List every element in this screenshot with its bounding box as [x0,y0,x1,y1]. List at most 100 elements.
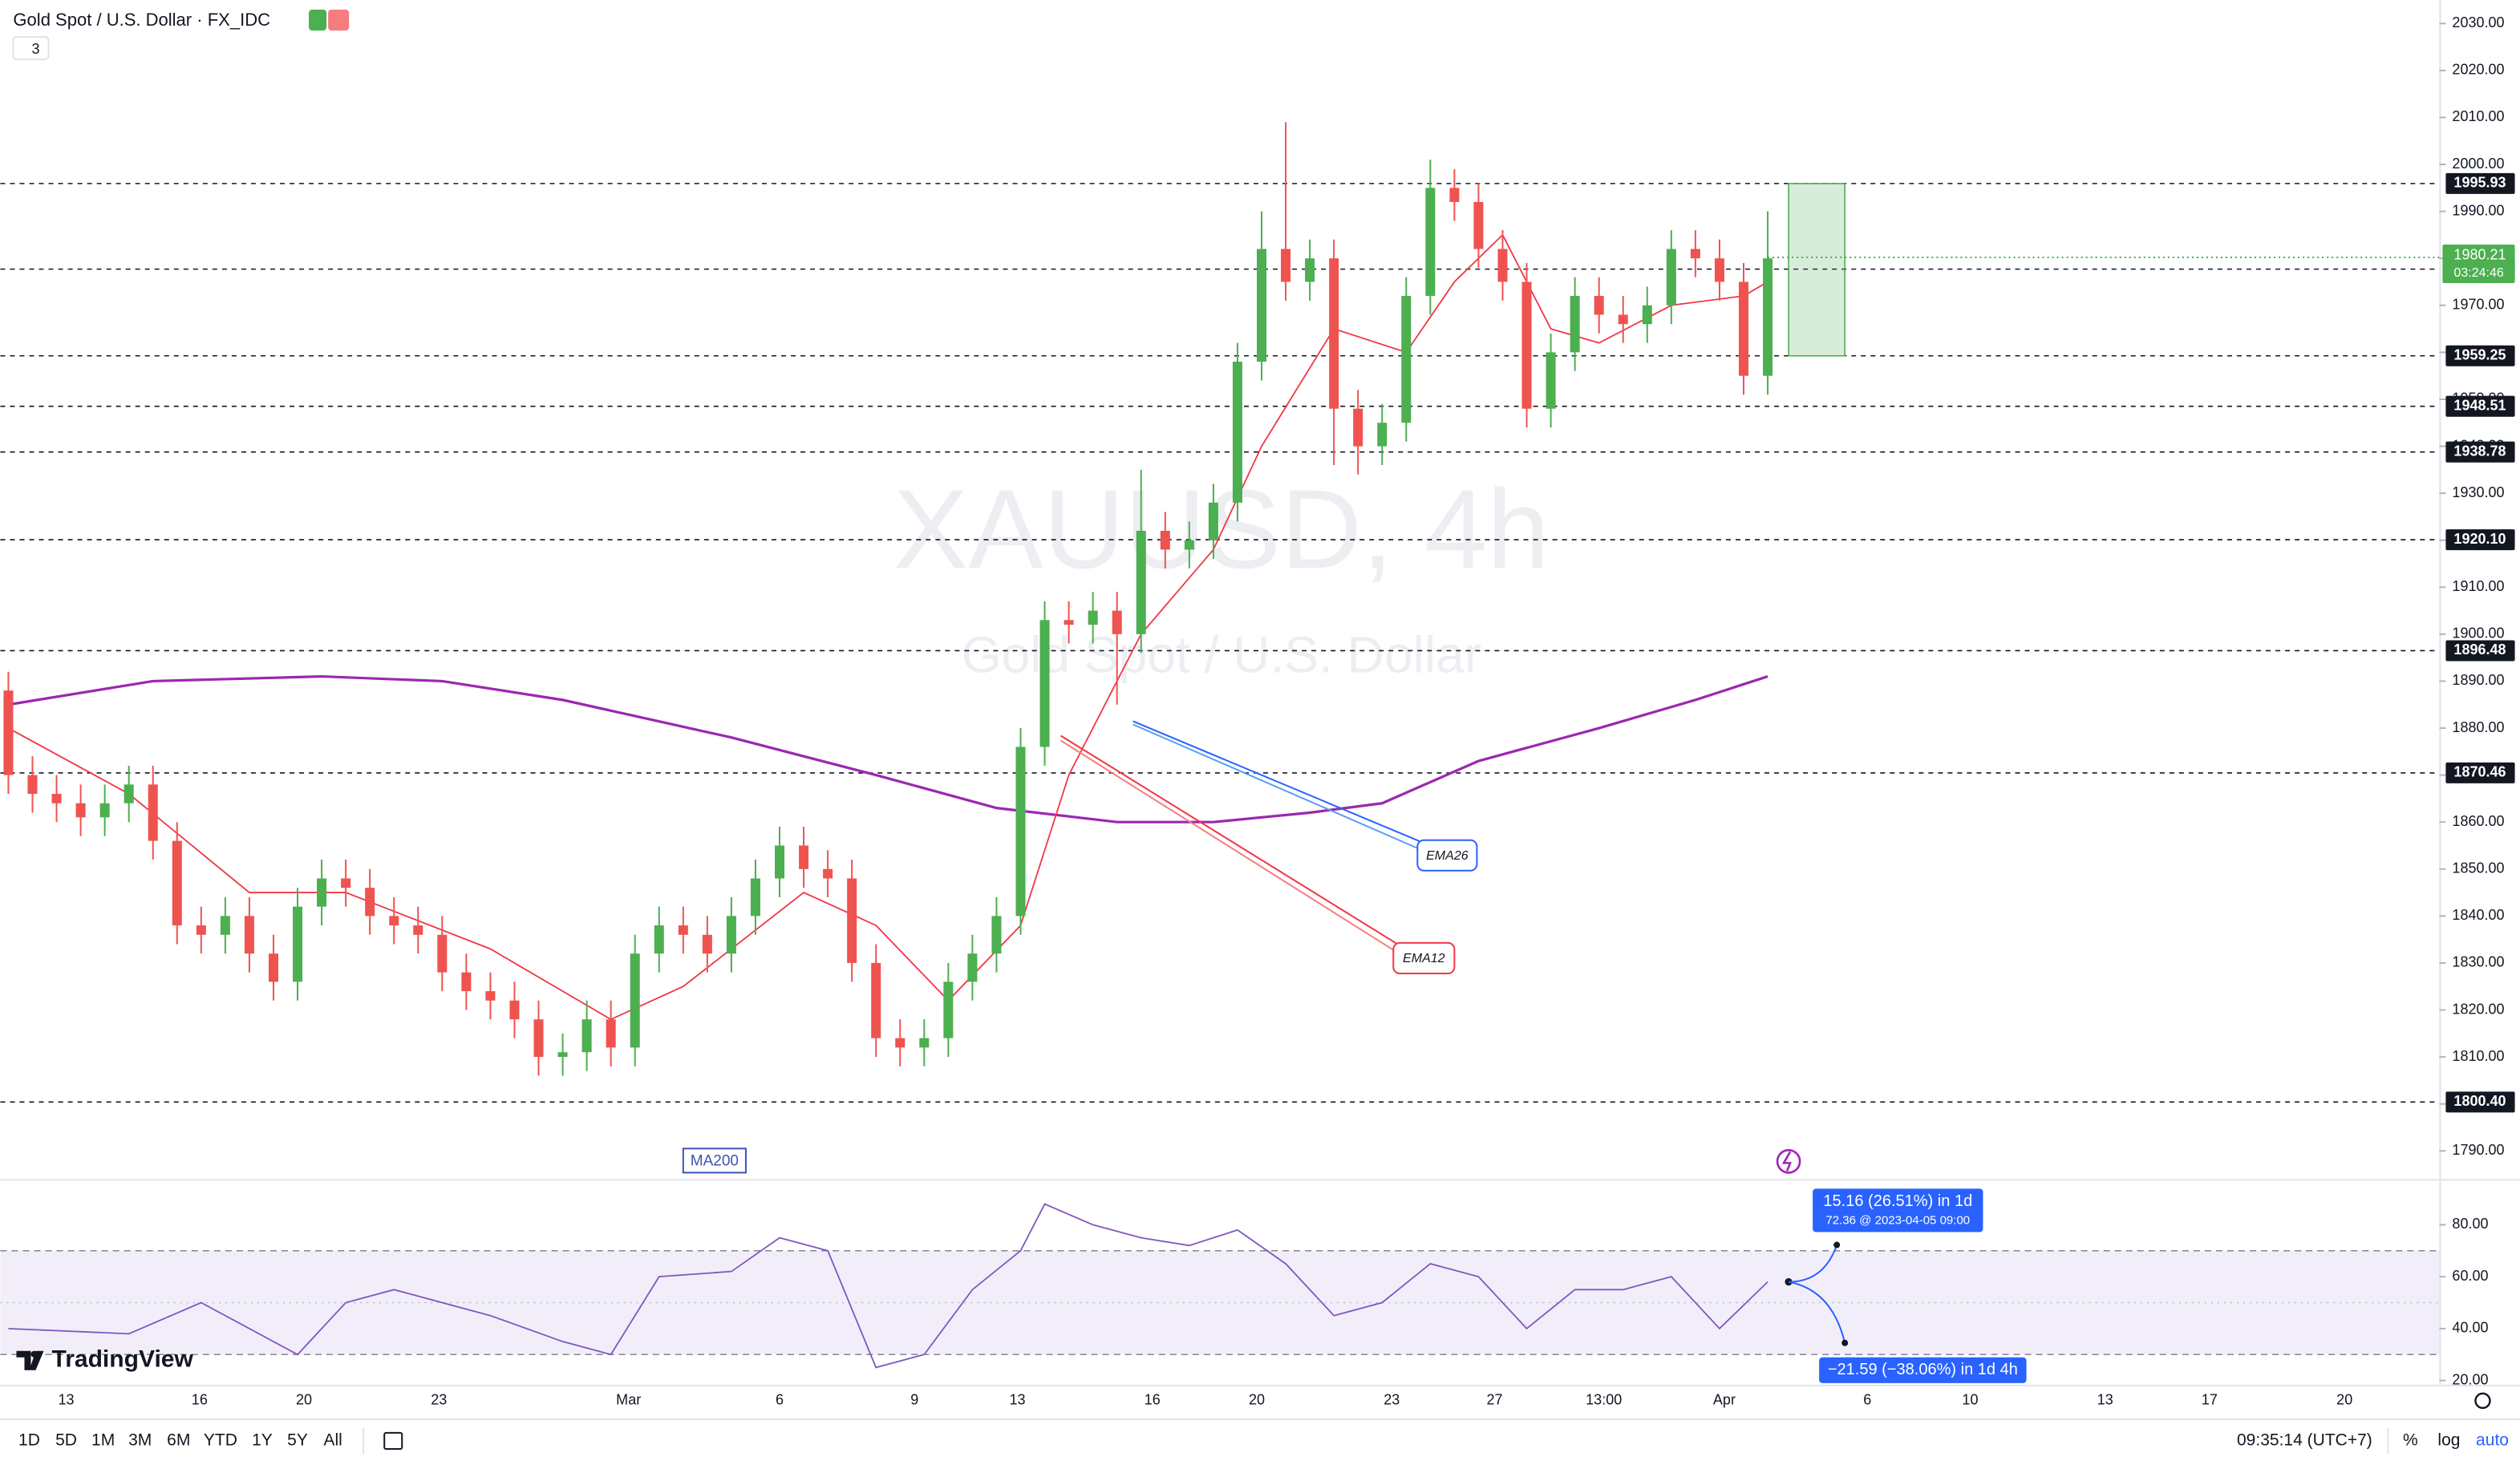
range-button[interactable]: 1M [91,1431,115,1450]
date-range-icon[interactable] [383,1431,403,1450]
indicator-toggle[interactable] [12,36,50,61]
price-level-label: 1948.51 [2453,397,2506,413]
replay-icon[interactable] [1776,1149,1801,1174]
rsi-tick-label: 20.00 [2452,1371,2488,1387]
candle-body [1763,258,1773,376]
y-tick-label: 1830.00 [2452,954,2504,970]
projection-end [1833,1241,1841,1248]
price-level-tag [2445,172,2515,194]
candle-body [654,925,664,954]
candle-body [1088,610,1098,625]
candle-body [27,775,38,795]
candle-body [485,991,496,1001]
y-tick-label: 1880.00 [2452,719,2504,735]
candle-body [413,925,423,935]
scale-option[interactable]: % [2403,1431,2418,1450]
last-price-tag [2442,244,2515,284]
projection-down-box[interactable] [1819,1357,2027,1383]
candle-body [1401,296,1412,423]
projection-origin [1785,1278,1793,1286]
settings-icon[interactable] [2474,1392,2491,1410]
ema12-label-box[interactable] [1392,941,1456,974]
range-button[interactable]: 5Y [287,1431,308,1450]
x-tick-label: 23 [1384,1392,1400,1408]
price-level-tag [2445,441,2515,463]
status-badge[interactable] [309,10,327,31]
candle-body [317,878,327,907]
candle-body [1618,314,1628,325]
price-level-label: 1995.93 [2453,175,2506,191]
price-level-tag [2445,529,2515,551]
logo-text: TradingView [52,1346,194,1373]
ma200-label-box[interactable] [682,1147,747,1174]
price-level-tag [2445,762,2515,783]
price-level-label: 1959.25 [2453,347,2506,363]
candle-body [268,953,278,982]
candle-body [823,868,833,879]
candle-body [1497,249,1508,282]
candle-body [847,878,857,963]
price-level-tag [2445,640,2515,662]
x-tick-label: 13 [59,1392,75,1408]
rsi-tick-label: 60.00 [2452,1268,2488,1284]
candle-body [1064,620,1074,625]
candle-body [557,1052,568,1058]
candle-body [1208,502,1218,540]
x-tick-label: 9 [910,1392,918,1408]
ema26-label-box[interactable] [1416,839,1478,872]
projection-box[interactable] [1788,183,1845,357]
y-tick-label: 1910.00 [2452,578,2504,594]
candle-body [365,888,375,917]
logo-mark [16,1350,44,1370]
candle-body [1546,352,1556,409]
ema12-trend [1060,735,1399,945]
price-level-label: 1938.78 [2453,443,2506,459]
candle-body [1714,258,1724,282]
candle-body [1449,188,1460,202]
range-button[interactable]: 1Y [252,1431,273,1450]
range-button[interactable]: All [323,1431,342,1450]
y-tick-label: 1820.00 [2452,1001,2504,1017]
candle-body [1281,249,1291,282]
candle-body [341,878,351,888]
watermark-name: Gold Spot / U.S. Dollar [962,625,1481,683]
range-button[interactable]: 1D [18,1431,40,1450]
projection-end [1841,1339,1849,1346]
range-button[interactable]: 5D [55,1431,77,1450]
candle-body [220,916,230,935]
candle-body [3,690,14,775]
candle-body [1184,540,1194,550]
ema12-line [8,233,1768,1021]
candle-body [172,840,182,926]
projection-up-box[interactable] [1813,1188,1983,1232]
range-button[interactable]: 6M [167,1431,190,1450]
y-tick-label: 2000.00 [2452,156,2504,172]
projection-up-detail: 72.36 @ 2023-04-05 09:00 [1825,1213,1970,1227]
scale-option[interactable]: log [2437,1431,2460,1450]
logo: TradingView [16,1346,194,1373]
candle-body [1377,423,1388,447]
y-tick-label: 1790.00 [2452,1142,2504,1158]
candle-body [1425,188,1436,297]
replay-icon [1781,1151,1793,1172]
price-level-tag [2445,1091,2515,1113]
candle-body [1738,281,1748,376]
range-button[interactable]: 3M [128,1431,152,1450]
candle-body [1473,201,1484,249]
ema26-trend [1132,720,1421,843]
candle-body [389,916,399,926]
candle-body [99,803,110,818]
candle-body [1305,258,1315,282]
candle-body [581,1019,592,1053]
status-badge[interactable] [328,10,350,31]
price-level-tag [2445,395,2515,417]
y-tick-label: 1990.00 [2452,202,2504,218]
x-tick-label: 13 [1009,1392,1025,1408]
range-button[interactable]: YTD [204,1431,237,1450]
scale-option[interactable]: auto [2476,1431,2509,1450]
x-tick-label: Apr [1713,1392,1736,1408]
candle-body [919,1038,930,1048]
symbol-title: Gold Spot / U.S. Dollar · FX_IDC [13,10,270,30]
